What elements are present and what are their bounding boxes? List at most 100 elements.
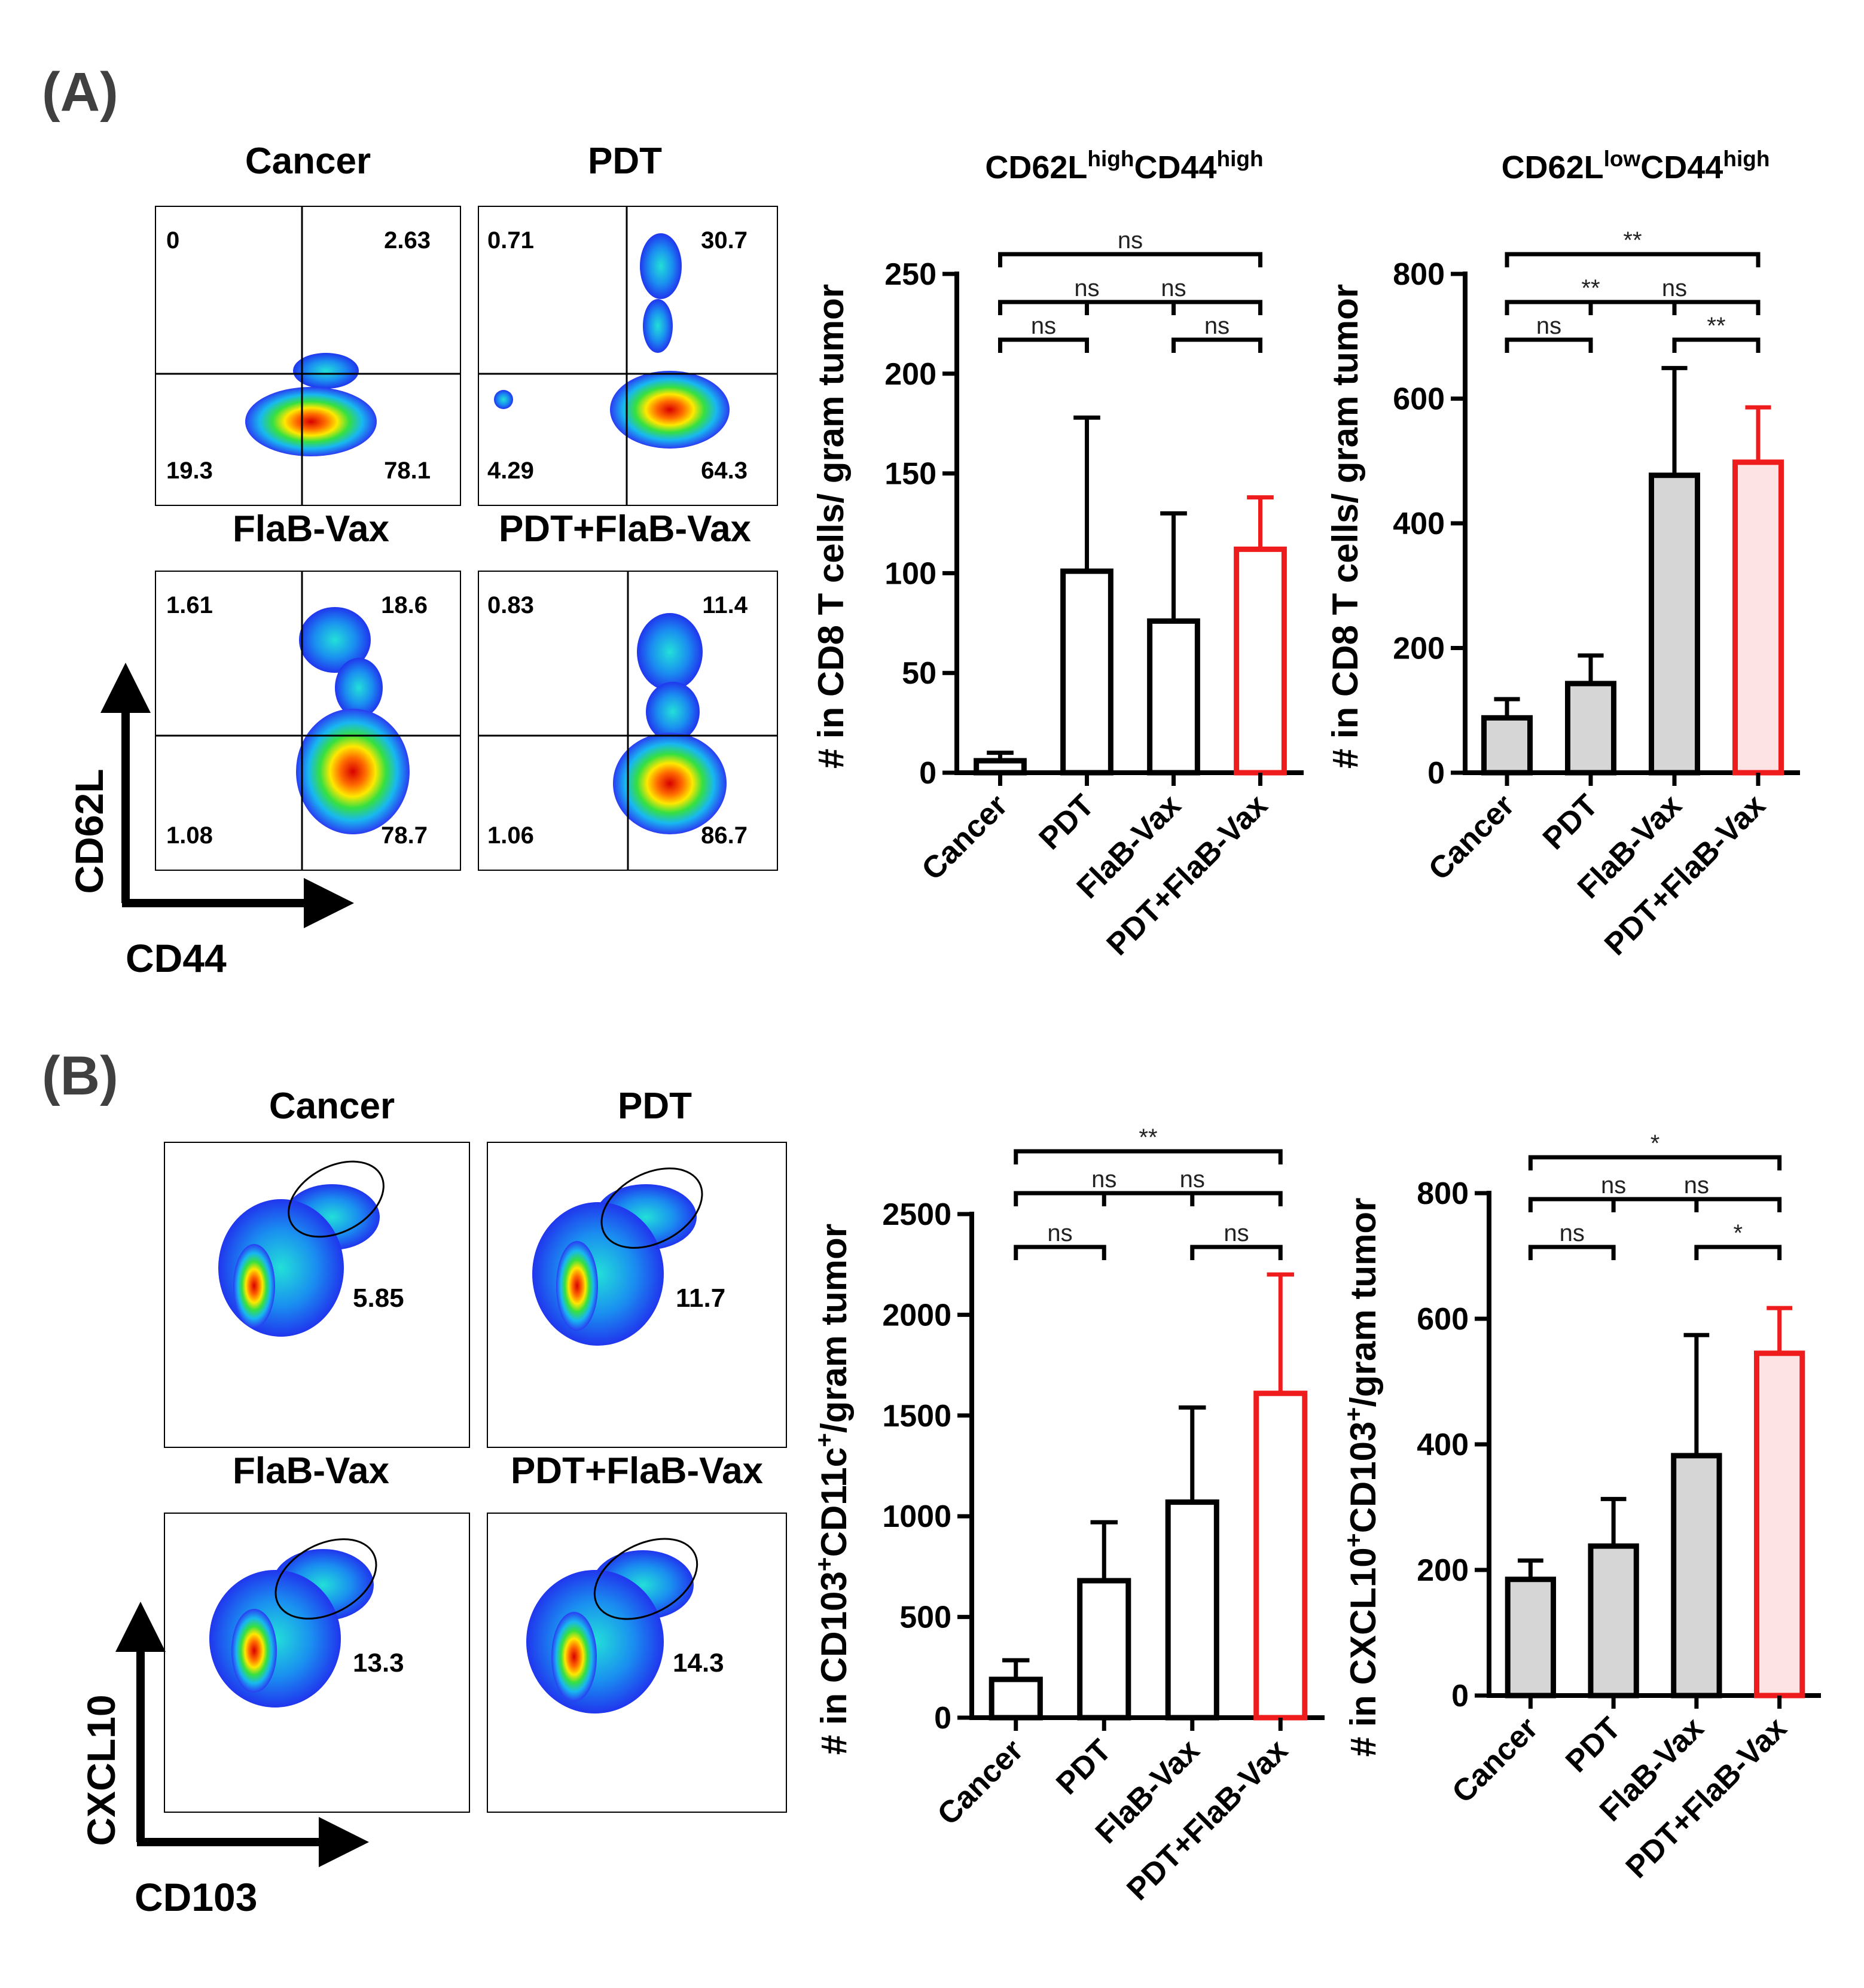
significance-label: **: [1623, 227, 1642, 254]
significance-label: **: [1139, 1124, 1157, 1151]
y-tick-label: 0: [919, 756, 936, 791]
bar: [989, 1676, 1043, 1721]
bar: [974, 758, 1027, 776]
y-axis-label: # in CD103+CD11c+/gram tumor: [810, 1224, 854, 1755]
quadrant-value: 4.29: [487, 458, 534, 484]
bar: [1588, 1543, 1639, 1699]
quadrant-value: 11.4: [702, 592, 748, 618]
y-tick-label: 250: [884, 257, 936, 292]
significance-label: ns: [1047, 1220, 1072, 1246]
significance-bracket: [1102, 1191, 1283, 1206]
significance-label: ns: [1074, 275, 1099, 301]
significance-label: ns: [1601, 1172, 1626, 1199]
y-tick-label: 800: [1417, 1176, 1469, 1211]
significance-label: **: [1707, 313, 1725, 339]
significance-bracket: [1014, 1245, 1106, 1260]
cell-density: [245, 353, 377, 456]
bar: [1147, 618, 1200, 776]
y-tick-label: 400: [1417, 1428, 1469, 1462]
significance-label: **: [1581, 275, 1600, 301]
significance-label: ns: [1204, 313, 1230, 339]
cell-density: [218, 1184, 380, 1337]
significance-label: ns: [1091, 1166, 1116, 1193]
bar-chart-cd103-cd11c: # in CD103+CD11c+/gram tumor 0 500 1000 1500…: [810, 1124, 1325, 1907]
significance-bracket: [1172, 337, 1262, 353]
significance-bracket: [1085, 300, 1262, 315]
significance-bracket: [1528, 1155, 1782, 1170]
gate-value: 13.3: [353, 1648, 404, 1678]
cell-density: [494, 233, 730, 449]
flow-title: PDT: [588, 141, 662, 182]
y-tick-label: 200: [884, 357, 936, 392]
panel-label-a: (A): [42, 62, 118, 123]
bar: [1505, 1577, 1557, 1699]
cell-density: [296, 607, 410, 834]
bar-chart-cxcl10-cd103: # in CXCL10+CD103+/gram tumor 0 200 400 600 8…: [1340, 1130, 1821, 1885]
gate-ellipse: [274, 1538, 377, 1620]
bar: [1671, 1453, 1722, 1699]
y-axis-label: # in CD8 T cells/ gram tumor: [1325, 284, 1365, 769]
x-tick-label: PDT: [1050, 1733, 1118, 1801]
y-tick-label: 500: [899, 1600, 951, 1635]
x-tick-label: PDT+FlaB-Vax: [1120, 1733, 1294, 1907]
y-tick-label: 2000: [882, 1298, 951, 1333]
quadrant-value: 0.71: [487, 227, 534, 254]
significance-bracket: [1190, 1245, 1283, 1260]
quadrant-value: 19.3: [166, 458, 213, 484]
x-tick-label: Cancer: [1445, 1710, 1545, 1810]
y-axis-label: # in CXCL10+CD103+/gram tumor: [1340, 1198, 1383, 1757]
significance-label: ns: [1031, 313, 1056, 339]
flow-y-axis-label: CXCL10: [79, 1694, 123, 1846]
bar: [1732, 459, 1784, 776]
gate-ellipse: [600, 1167, 703, 1249]
flow-title: FlaB-Vax: [233, 1450, 389, 1492]
y-tick-label: 100: [884, 556, 936, 591]
flow-y-axis-label: CD62L: [67, 769, 111, 894]
gate-ellipse: [288, 1160, 385, 1238]
quadrant-value: 1.08: [166, 822, 213, 849]
y-tick-label: 2500: [882, 1197, 951, 1232]
significance-bracket: [1694, 1245, 1782, 1260]
y-tick-label: 600: [1417, 1302, 1469, 1337]
significance-bracket: [998, 337, 1089, 353]
quadrant-value: 78.1: [384, 458, 431, 484]
quadrant-value: 86.7: [701, 822, 748, 849]
significance-label: ns: [1684, 1172, 1709, 1199]
gate-value: 14.3: [673, 1648, 724, 1678]
quadrant-value: 64.3: [701, 458, 748, 484]
x-tick-label: PDT+FlaB-Vax: [1100, 788, 1274, 962]
bar-chart-cd62l-low: CD62LlowCD44high # in CD8 T cells/ gram t…: [1325, 147, 1800, 962]
x-tick-label: Cancer: [931, 1733, 1030, 1832]
y-axis-label: # in CD8 T cells/ gram tumor: [811, 284, 851, 769]
flow-x-axis-label: CD44: [126, 936, 227, 980]
flow-title: PDT: [618, 1086, 692, 1127]
quadrant-value: 30.7: [701, 227, 748, 254]
y-tick-label: 50: [902, 656, 936, 691]
cell-density: [209, 1549, 374, 1708]
significance-label: *: [1733, 1220, 1743, 1246]
flow-title: Cancer: [245, 141, 371, 182]
quadrant-value: 0.83: [487, 592, 534, 618]
significance-bracket: [1672, 337, 1761, 353]
significance-bracket: [1528, 1245, 1616, 1260]
flow-title: PDT+FlaB-Vax: [499, 508, 752, 550]
y-tick-label: 400: [1393, 507, 1445, 541]
significance-label: ns: [1224, 1220, 1249, 1246]
x-tick-label: Cancer: [1422, 788, 1521, 887]
y-tick-label: 1000: [882, 1499, 951, 1534]
y-tick-label: 1500: [882, 1399, 951, 1434]
x-tick-label: PDT: [1559, 1710, 1628, 1779]
y-tick-label: 0: [934, 1701, 951, 1736]
quadrant-value: 0: [166, 227, 179, 254]
y-tick-label: 150: [884, 457, 936, 492]
x-tick-label: PDT: [1536, 788, 1605, 856]
flow-plots-b: Cancer 5.85 PDT 11.7 FlaB-Vax 13.3: [79, 1086, 787, 1919]
flow-plot-frame: [478, 206, 778, 506]
y-tick-label: 800: [1393, 257, 1445, 292]
significance-label: ns: [1560, 1220, 1585, 1246]
y-tick-label: 0: [1427, 756, 1445, 791]
significance-label: *: [1651, 1130, 1660, 1157]
significance-bracket: [1014, 1149, 1283, 1164]
chart-title: CD62LhighCD44high: [985, 147, 1263, 186]
